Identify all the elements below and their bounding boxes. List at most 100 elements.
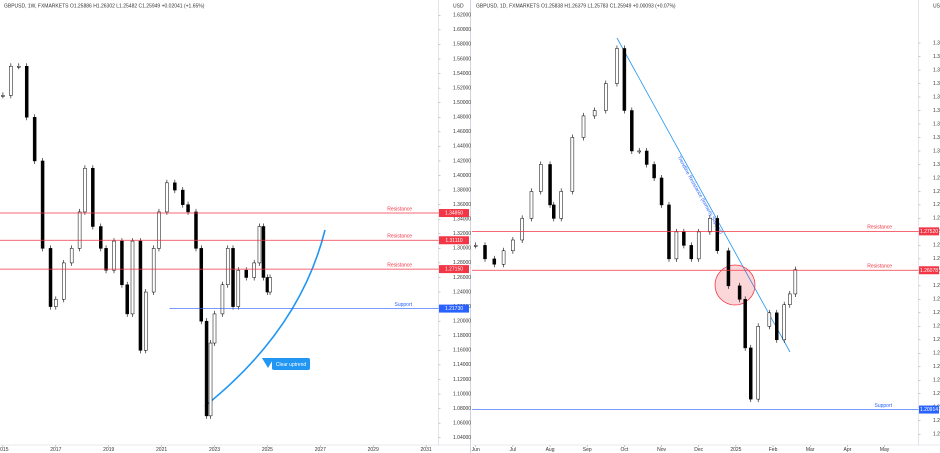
candle [473,245,478,247]
candle [775,312,779,341]
x-tick-label: 2021 [156,447,167,453]
level-tag [439,236,469,245]
candle [69,248,74,264]
candle [511,239,515,252]
candle [715,218,720,252]
candle [492,258,497,265]
x-tick-label: Apr [843,447,851,453]
y-tick-label: 1.60000 [453,27,471,33]
candle [252,262,256,278]
candle [644,150,649,165]
candle [622,48,627,111]
y-tick-label: 1.36000 [453,202,471,208]
y-tick-label: 1.08000 [453,406,471,412]
level-value: 1.34850 [445,211,463,217]
y-tick-label: 1.44000 [453,144,471,150]
y-tick-label: 1.31000 [933,135,940,141]
y-tick-label: 1.32000 [453,231,471,237]
y-tick-label: 1.24000 [453,289,471,295]
candle [756,326,760,400]
candle [199,248,204,322]
y-tick-label: 1.30000 [933,162,940,168]
y-tick-label: 1.06000 [453,420,471,426]
candle [91,167,95,227]
candle [231,248,235,307]
candle [61,262,66,300]
y-tick-label: 1.24000 [933,324,940,330]
candle [220,284,225,315]
highlight-circle [714,264,756,306]
y-tick-label: 1.33000 [933,81,940,87]
y-tick-label: 1.18000 [453,333,471,339]
level-name: Resistance [387,262,412,268]
y-tick-label: 1.25000 [933,297,940,303]
candle [637,150,641,153]
candle [208,342,213,417]
y-tick-label: 1.46000 [453,129,471,135]
candle [99,226,103,249]
level-name: Resistance [387,234,412,240]
level-value: 1.31110 [445,238,463,244]
candle [726,250,731,287]
y-tick-label: 1.23000 [933,351,940,357]
candle [17,66,21,68]
y-tick-label: 1.34000 [453,217,471,223]
y-tick-label: 1.32500 [933,94,940,100]
candle [743,299,747,349]
y-tick-label: 1.32000 [933,108,940,114]
x-tick-label: 2025 [730,447,741,453]
y-tick-label: 1.22000 [933,378,940,384]
level-value: 1.20914 [920,407,938,413]
y-tick-label: 1.16000 [453,348,471,354]
candle [120,240,124,286]
y-tick-label: 1.10000 [453,391,471,397]
candle [32,117,37,162]
y-tick-label: 1.34500 [933,40,940,46]
x-tick-label: 2027 [315,447,326,453]
candle [630,110,634,152]
candle [592,110,597,117]
candle [570,137,575,192]
y-tick-label: 1.20000 [933,432,940,438]
y-tick-label: 1.14000 [453,362,471,368]
level-name: Support [874,403,892,409]
candle [54,299,58,307]
candle [782,304,786,341]
y-tick-label: 1.54000 [453,71,471,77]
level-tag [919,405,939,414]
candle [581,115,586,138]
y-tick-label: 1.20000 [453,319,471,325]
y-tick-label: 1.48000 [453,115,471,121]
x-tick-label: 2029 [368,447,379,453]
trendline [616,37,791,353]
y-tick-label: 1.30500 [933,148,940,154]
y-tick-label: 1.22500 [933,364,940,370]
candle [173,182,177,191]
candle [194,211,198,249]
candle [212,313,217,344]
x-tick-label: Feb [769,447,778,453]
candle [83,167,87,213]
y-tick-label: 1.31500 [933,121,940,127]
candle [40,160,45,249]
x-tick-label: 2025 [262,447,273,453]
candle [244,269,248,278]
candle [151,248,156,293]
candle [682,231,686,246]
candle [268,277,272,293]
x-tick-label: Mar [806,447,815,453]
candle [225,248,230,286]
x-tick-label: Sep [583,447,592,453]
y-tick-label: 1.26500 [933,256,940,262]
y-tick-label: 1.42000 [453,158,471,164]
level-name: Support [394,302,412,308]
y-tick-label: 1.24500 [933,310,940,316]
level-tag [439,304,469,313]
callout-box [272,358,310,370]
y-tick-label: 1.25500 [933,283,940,289]
level-tag [919,227,939,236]
candle [689,245,694,260]
candle [604,83,608,111]
candle [652,164,656,179]
candle [708,218,712,233]
